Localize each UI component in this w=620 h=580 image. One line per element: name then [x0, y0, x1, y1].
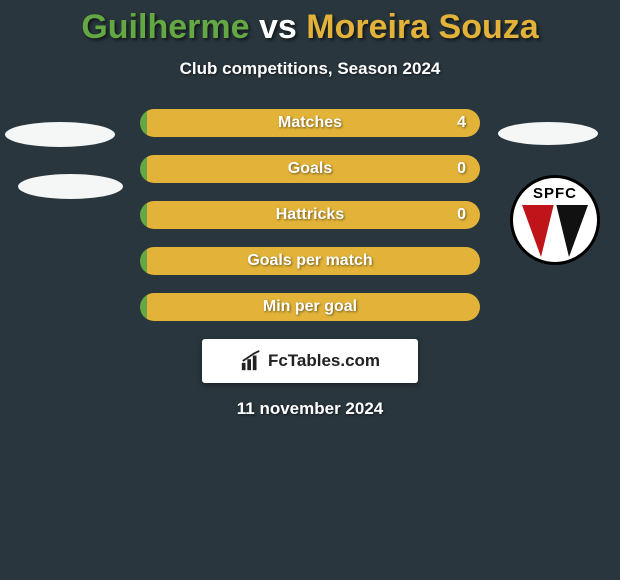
- stat-label: Matches: [140, 109, 480, 137]
- player1-name: Guilherme: [81, 8, 249, 46]
- brand-box: FcTables.com: [202, 339, 418, 383]
- right-club-logo: SPFC: [510, 175, 600, 265]
- stats-container: Matches4Goals0Hattricks0Goals per matchM…: [140, 109, 480, 321]
- left-club-placeholder-1: [5, 122, 115, 147]
- stat-label: Min per goal: [140, 293, 480, 321]
- chart-icon: [240, 350, 262, 372]
- brand-text: FcTables.com: [268, 351, 380, 371]
- stat-row: Matches4: [140, 109, 480, 137]
- stat-label: Hattricks: [140, 201, 480, 229]
- right-club-placeholder-1: [498, 122, 598, 145]
- stat-row: Min per goal: [140, 293, 480, 321]
- comparison-title: Guilherme vs Moreira Souza: [0, 0, 620, 47]
- date-text: 11 november 2024: [0, 399, 620, 419]
- left-club-placeholder-2: [18, 174, 123, 199]
- stat-value-right: 0: [457, 155, 466, 183]
- stat-value-right: 4: [457, 109, 466, 137]
- subtitle: Club competitions, Season 2024: [0, 59, 620, 79]
- stat-row: Goals0: [140, 155, 480, 183]
- comparison-stage: SPFC Matches4Goals0Hattricks0Goals per m…: [0, 109, 620, 321]
- right-club-abbr: SPFC: [516, 185, 594, 202]
- stat-row: Hattricks0: [140, 201, 480, 229]
- stat-label: Goals per match: [140, 247, 480, 275]
- vs-text: vs: [259, 8, 297, 46]
- stat-row: Goals per match: [140, 247, 480, 275]
- player2-name: Moreira Souza: [306, 8, 538, 46]
- stat-value-right: 0: [457, 201, 466, 229]
- stat-label: Goals: [140, 155, 480, 183]
